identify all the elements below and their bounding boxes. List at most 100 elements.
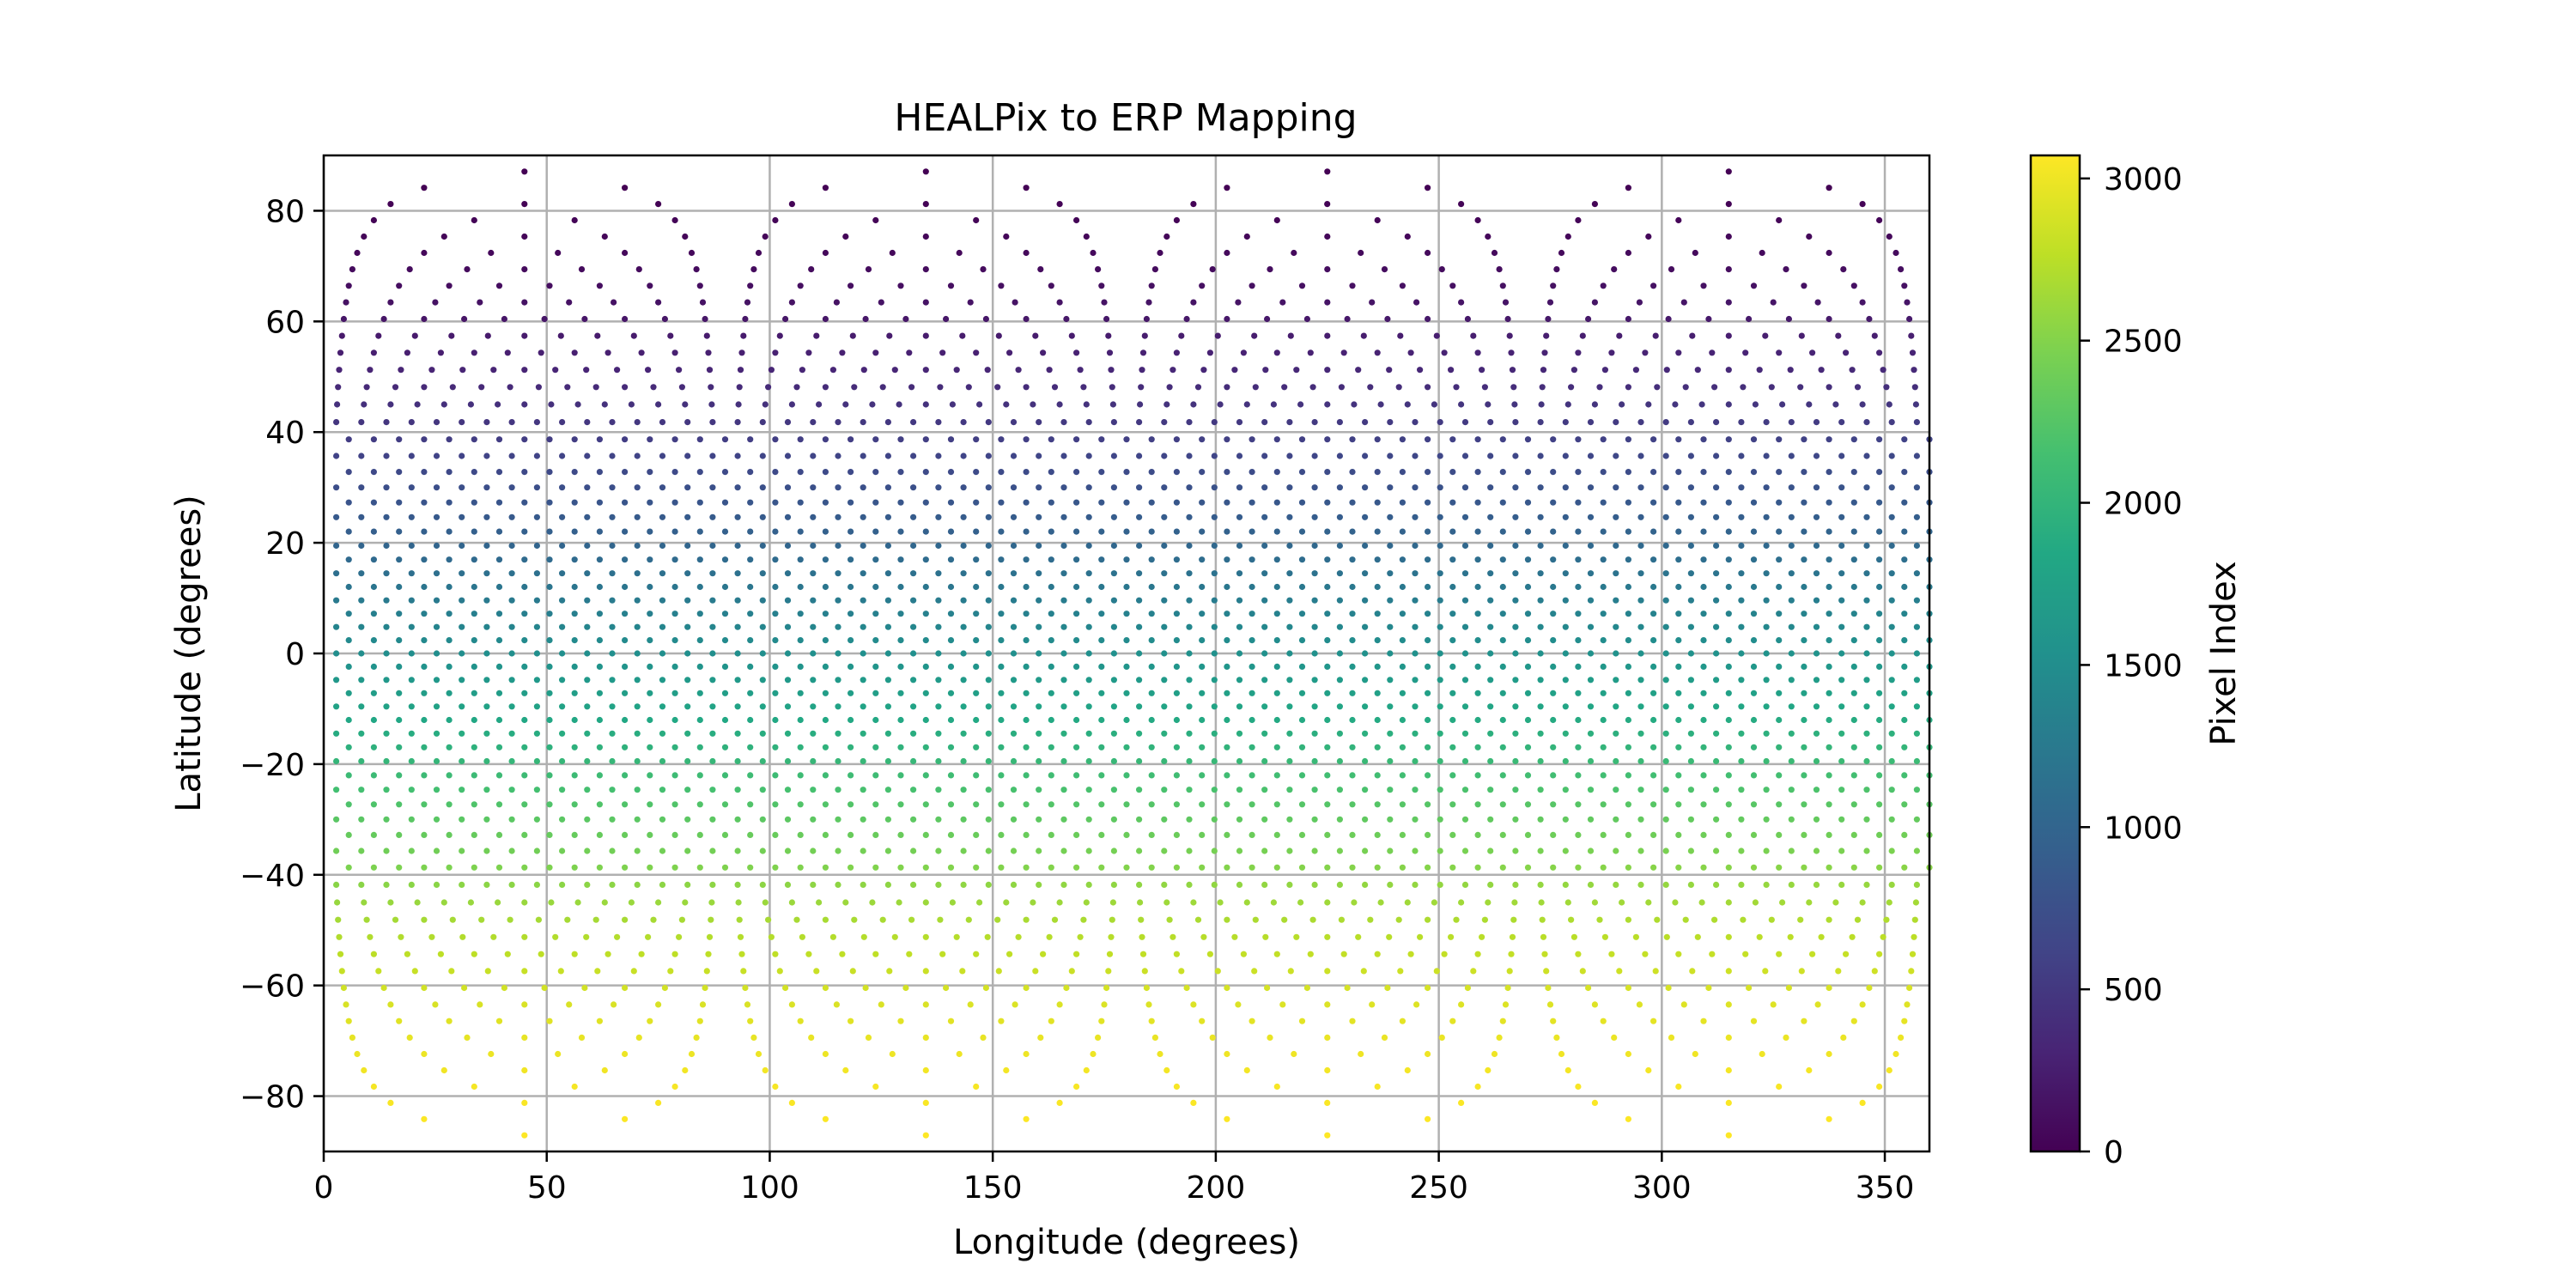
data-point <box>504 349 511 356</box>
data-point <box>1425 469 1431 476</box>
data-point <box>1540 933 1547 940</box>
data-point <box>446 499 453 506</box>
data-point <box>1186 730 1193 737</box>
data-point <box>1587 570 1595 577</box>
data-point <box>889 1050 896 1058</box>
data-point <box>1537 757 1544 765</box>
data-point <box>521 401 528 408</box>
data-point <box>998 801 1005 808</box>
data-point <box>1349 801 1356 808</box>
data-point <box>702 315 708 323</box>
data-point <box>1324 332 1331 339</box>
data-point <box>1324 201 1331 208</box>
data-point <box>370 690 377 696</box>
data-point <box>1399 583 1406 591</box>
data-point <box>1876 499 1883 506</box>
data-point <box>1249 744 1255 750</box>
data-point <box>571 1083 578 1091</box>
data-point <box>935 787 942 793</box>
data-point <box>747 801 754 808</box>
data-point <box>1474 583 1481 591</box>
data-point <box>396 499 403 506</box>
data-point <box>1023 469 1030 476</box>
data-point <box>1801 864 1807 871</box>
data-point <box>1797 916 1804 923</box>
data-point <box>1587 542 1595 550</box>
data-point <box>797 744 804 750</box>
data-point <box>1763 623 1770 630</box>
data-point <box>1763 542 1770 550</box>
data-point <box>1336 757 1343 765</box>
data-point <box>872 772 879 779</box>
data-point <box>471 663 477 671</box>
data-point <box>1725 1066 1732 1074</box>
data-point <box>571 951 578 957</box>
data-point <box>609 730 616 737</box>
data-point <box>1801 556 1807 563</box>
data-point <box>1481 384 1488 391</box>
data-point <box>1374 528 1381 535</box>
data-point <box>1700 690 1707 696</box>
data-point <box>1412 513 1419 520</box>
data-point <box>1173 611 1180 617</box>
data-point <box>1311 513 1318 520</box>
data-point <box>1261 513 1268 520</box>
data-point <box>428 367 435 374</box>
data-point <box>1173 831 1180 839</box>
data-point <box>1425 249 1431 257</box>
x-tick-label: 150 <box>963 1170 1023 1206</box>
data-point <box>1324 663 1331 671</box>
data-point <box>1854 384 1862 391</box>
data-point <box>1449 556 1456 563</box>
data-point <box>1826 436 1832 443</box>
data-point <box>835 419 841 426</box>
data-point <box>1650 499 1657 506</box>
data-point <box>935 542 942 550</box>
data-point <box>772 583 779 591</box>
data-point <box>721 583 729 591</box>
data-point <box>1441 349 1448 356</box>
data-point <box>947 831 955 839</box>
data-point <box>1148 744 1155 750</box>
data-point <box>1023 556 1030 563</box>
data-point <box>1600 690 1607 696</box>
data-point <box>1344 984 1351 992</box>
data-point <box>759 757 766 765</box>
data-point <box>446 772 453 779</box>
data-point <box>488 1050 495 1058</box>
data-point <box>647 583 653 591</box>
data-point <box>985 419 992 426</box>
data-point <box>521 968 528 975</box>
data-point <box>571 556 578 563</box>
data-point <box>709 650 716 657</box>
data-point <box>584 484 591 491</box>
data-point <box>1826 185 1832 191</box>
data-point <box>1136 816 1143 823</box>
data-point <box>408 650 415 657</box>
data-point <box>1637 484 1644 491</box>
data-point <box>1637 419 1644 426</box>
data-point <box>1137 401 1144 408</box>
data-point <box>1236 484 1243 491</box>
data-point <box>661 984 669 992</box>
data-point <box>333 677 340 683</box>
data-point <box>1136 542 1143 550</box>
data-point <box>1425 984 1431 992</box>
data-point <box>1048 469 1054 476</box>
data-point <box>421 436 428 443</box>
data-point <box>1060 453 1067 459</box>
data-point <box>1200 367 1207 374</box>
data-point <box>1108 367 1115 374</box>
data-point <box>495 401 501 408</box>
data-point <box>477 299 483 306</box>
data-point <box>1850 831 1857 839</box>
data-point <box>1672 401 1679 408</box>
data-point <box>922 1099 929 1106</box>
data-point <box>1725 556 1732 563</box>
data-point <box>810 542 817 550</box>
data-point <box>459 484 465 491</box>
data-point <box>1512 419 1519 426</box>
data-point <box>1003 233 1010 240</box>
data-point <box>734 703 741 710</box>
data-point <box>772 469 779 476</box>
